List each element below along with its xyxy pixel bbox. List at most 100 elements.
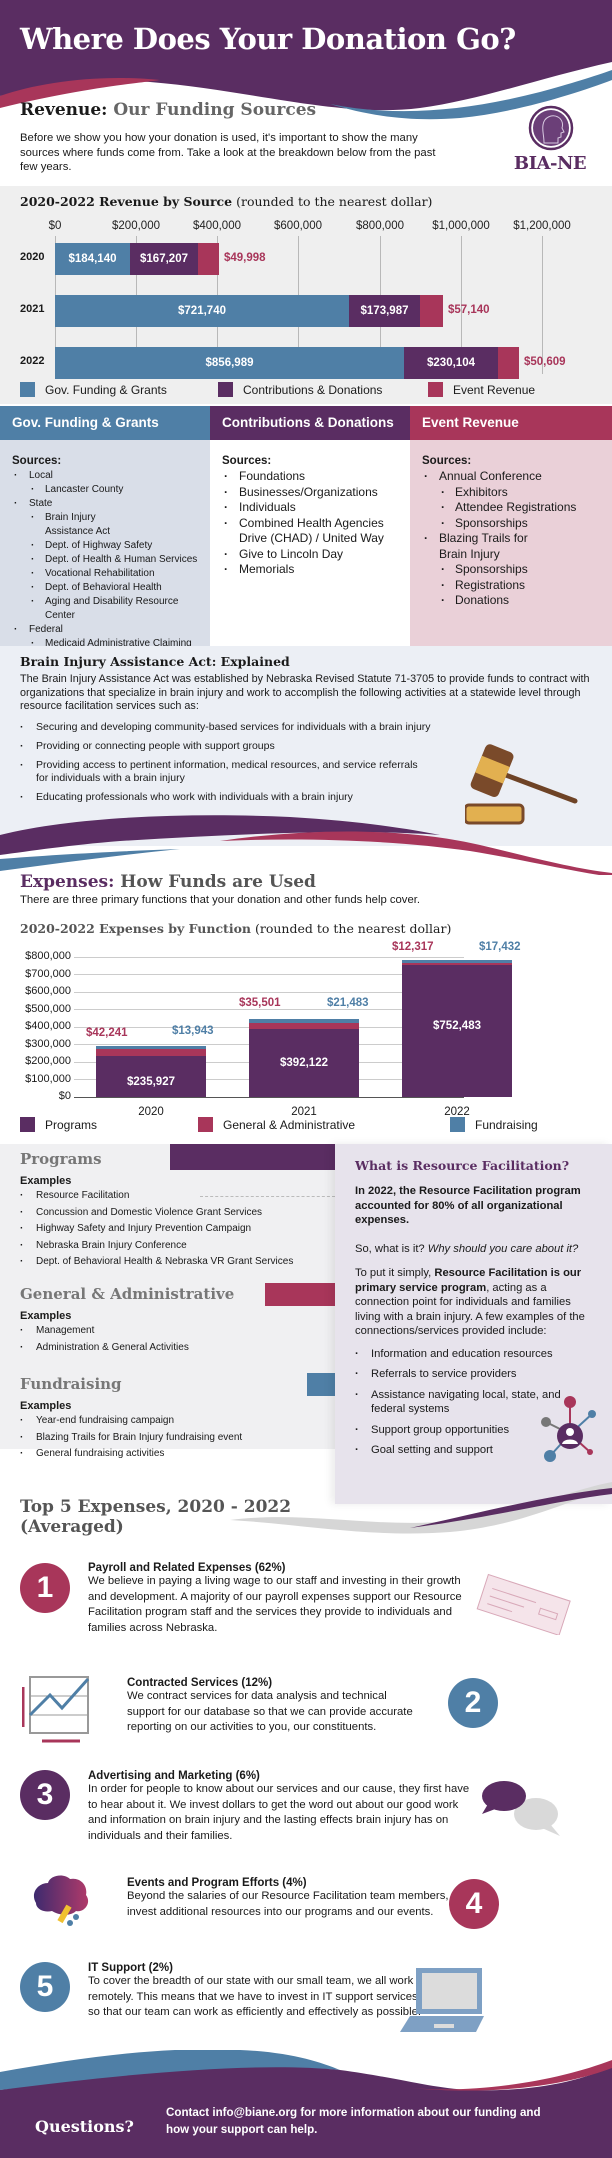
- check-icon: [476, 1573, 571, 1635]
- y-tick: $100,000: [25, 1073, 71, 1085]
- biaa-text: The Brain Injury Assistance Act was esta…: [20, 673, 590, 712]
- bar-ga-2021: [249, 1023, 359, 1029]
- y-tick: $400,000: [25, 1020, 71, 1032]
- bar-fund-2020: [96, 1046, 206, 1049]
- x-label: 2022: [444, 1106, 470, 1118]
- y-tick: $500,000: [25, 1003, 71, 1015]
- rf-title: What is Resource Facilitation?: [355, 1158, 570, 1173]
- legend-fund: Fundraising: [450, 1117, 538, 1132]
- gov-sources-column: Gov. Funding & Grants Sources: LocalLanc…: [0, 406, 210, 665]
- bar-contrib-2021: $173,987: [349, 295, 420, 327]
- contrib-column-title: Contributions & Donations: [210, 406, 410, 440]
- expenses-heading: Expenses: How Funds are Used: [20, 872, 316, 892]
- legend-gov: Gov. Funding & Grants: [20, 382, 167, 397]
- programs-label-2022: $752,483: [433, 1020, 481, 1032]
- rank-badge-5: 5: [20, 1962, 70, 2012]
- y-tick: $600,000: [25, 985, 71, 997]
- legend-contrib: Contributions & Donations: [218, 382, 382, 397]
- resource-facilitation-panel: What is Resource Facilitation? In 2022, …: [335, 1144, 612, 1504]
- rank-badge-2: 2: [448, 1678, 498, 1728]
- bar-fund-2022: [402, 960, 512, 963]
- top5-title: Top 5 Expenses, 2020 - 2022 (Averaged): [20, 1497, 292, 1537]
- bar-event-2020: [198, 243, 219, 275]
- legend-ga: General & Administrative: [198, 1117, 355, 1132]
- laptop-icon: [400, 1968, 484, 2032]
- x-tick: $800,000: [356, 220, 404, 232]
- biaa-title: Brain Injury Assistance Act: Explained: [20, 654, 290, 669]
- bar-gov-2021: $721,740: [55, 295, 349, 327]
- page-title: Where Does Your Donation Go?: [20, 22, 516, 56]
- biaa-section: Brain Injury Assistance Act: Explained T…: [0, 646, 612, 846]
- header-banner: [0, 0, 612, 120]
- revenue-chart: 2020-2022 Revenue by Source (rounded to …: [0, 186, 612, 404]
- head-profile-icon: [528, 105, 574, 151]
- rf-paragraph: To put it simply, Resource Facilitation …: [355, 1267, 585, 1337]
- expenses-intro: There are three primary functions that y…: [20, 894, 421, 906]
- rf-list: Information and education resources Refe…: [355, 1347, 595, 1458]
- footer-banner: [0, 2050, 612, 2158]
- bar-contrib-2020: $167,207: [130, 243, 198, 275]
- rank-badge-3: 3: [20, 1770, 70, 1820]
- gov-column-title: Gov. Funding & Grants: [0, 406, 210, 440]
- fund-label-2021: $21,483: [327, 997, 369, 1009]
- bar-programs-2020: [96, 1056, 206, 1097]
- x-tick: $1,200,000: [513, 220, 571, 232]
- event-label-2022: $50,609: [524, 356, 566, 368]
- x-label: 2021: [291, 1106, 317, 1118]
- biaa-list: Securing and developing community-based …: [20, 721, 431, 810]
- bar-contrib-2022: $230,104: [404, 347, 498, 379]
- brain-icon: [33, 1875, 89, 1926]
- programs-label-2021: $392,122: [280, 1057, 328, 1069]
- x-tick: $600,000: [274, 220, 322, 232]
- network-person-icon: [541, 1396, 596, 1462]
- gridline: [74, 957, 464, 958]
- revenue-heading: Revenue: Our Funding Sources: [20, 100, 317, 120]
- rf-stat: In 2022, the Resource Facilitation progr…: [355, 1185, 581, 1226]
- year-label: 2021: [20, 303, 45, 315]
- y-tick: $300,000: [25, 1038, 71, 1050]
- fund-label-2022: $17,432: [479, 941, 521, 953]
- expense-item-5: IT Support (2%) To cover the breadth of …: [88, 1962, 422, 2018]
- ga-title: General & Administrative: [20, 1285, 235, 1303]
- event-sources-column: Event Revenue Sources: Annual Conference…: [410, 406, 612, 646]
- speech-bubbles-icon: [482, 1781, 560, 1836]
- year-label: 2022: [20, 355, 45, 367]
- x-tick: $1,000,000: [432, 220, 490, 232]
- gridline: [74, 974, 464, 975]
- ga-list: Management Administration & General Acti…: [20, 1323, 189, 1356]
- expenses-chart-title: 2020-2022 Expenses by Function (rounded …: [20, 921, 452, 936]
- rank-badge-1: 1: [20, 1563, 70, 1613]
- gridline: [461, 236, 462, 374]
- y-tick: $800,000: [25, 950, 71, 962]
- y-tick: $0: [58, 1090, 71, 1102]
- ga-accent-bar: [265, 1283, 335, 1306]
- wave-divider: [230, 1482, 612, 1534]
- ga-label-2020: $42,241: [86, 1027, 128, 1039]
- questions-label: Questions?: [35, 2117, 134, 2136]
- y-tick: $700,000: [25, 968, 71, 980]
- expense-item-4: Events and Program Efforts (4%) Beyond t…: [127, 1877, 467, 1918]
- event-label-2021: $57,140: [448, 304, 490, 316]
- programs-accent-bar: [170, 1144, 335, 1170]
- contact-text: Contact info@biane.org for more informat…: [166, 2106, 541, 2136]
- gridline: [74, 992, 464, 993]
- examples-label: Examples: [20, 1400, 72, 1412]
- programs-title: Programs: [20, 1150, 102, 1168]
- line-chart-icon: [22, 1676, 90, 1743]
- y-tick: $200,000: [25, 1055, 71, 1067]
- gridline: [74, 1009, 464, 1010]
- x-label: 2020: [138, 1106, 164, 1118]
- bar-event-2022: [498, 347, 519, 379]
- bar-fund-2021: [249, 1019, 359, 1023]
- fund-list: Year-end fundraising campaign Blazing Tr…: [20, 1413, 242, 1463]
- bar-ga-2022: [402, 963, 512, 965]
- x-tick: $200,000: [112, 220, 160, 232]
- bar-programs-2021: [249, 1029, 359, 1097]
- ga-label-2022: $12,317: [392, 941, 434, 953]
- expense-item-3: Advertising and Marketing (6%) In order …: [88, 1770, 470, 1842]
- bar-event-2021: [420, 295, 443, 327]
- legend-event: Event Revenue: [428, 382, 535, 397]
- x-tick: $0: [48, 220, 62, 232]
- revenue-chart-title: 2020-2022 Revenue by Source (rounded to …: [20, 194, 433, 209]
- legend-programs: Programs: [20, 1117, 97, 1132]
